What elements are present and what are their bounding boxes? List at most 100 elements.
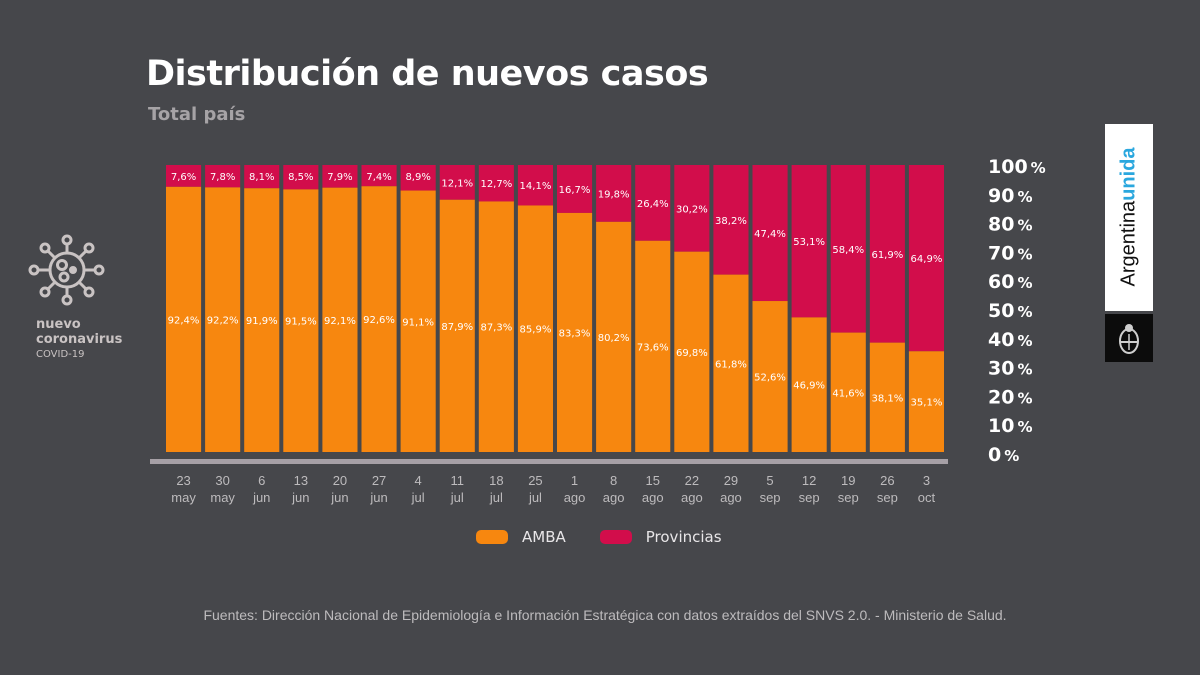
data-label-amba: 61,8% bbox=[715, 359, 747, 370]
data-label-amba: 38,1% bbox=[871, 393, 903, 404]
bar-amba bbox=[166, 186, 202, 452]
x-tick-month: jun bbox=[252, 490, 270, 505]
y-tick-label: 20% bbox=[988, 386, 1032, 408]
x-tick-day: 3 bbox=[923, 473, 930, 488]
bar-provincias bbox=[478, 165, 514, 202]
x-tick-month: jul bbox=[411, 490, 425, 505]
y-tick-label: 60% bbox=[988, 271, 1032, 293]
data-label-amba: 41,6% bbox=[832, 388, 864, 399]
bar-provincias bbox=[517, 165, 553, 206]
bar-provincias bbox=[557, 165, 593, 213]
legend-label-provincias: Provincias bbox=[645, 528, 722, 546]
data-label-provincias: 7,8% bbox=[210, 172, 235, 183]
data-label-amba: 92,2% bbox=[207, 316, 239, 327]
data-label-provincias: 14,1% bbox=[520, 181, 552, 192]
data-label-provincias: 38,2% bbox=[715, 216, 747, 227]
x-tick-day: 19 bbox=[841, 473, 855, 488]
stacked-bar-chart: 7,6% 92,4% 7,8% 92,2% 8,1% 91,9% 8,5% 91,5% 7,9%… bbox=[150, 156, 1046, 505]
data-label-amba: 80,2% bbox=[598, 333, 630, 344]
x-tick-day: 11 bbox=[451, 473, 465, 488]
x-tick-month: ago bbox=[564, 490, 586, 505]
bar-amba bbox=[713, 274, 749, 452]
data-label-provincias: 12,7% bbox=[480, 179, 512, 190]
bar-amba bbox=[830, 332, 866, 452]
data-label-provincias: 8,9% bbox=[405, 172, 430, 183]
x-tick-month: sep bbox=[799, 490, 820, 505]
logo-text: nuevo coronavirus bbox=[36, 317, 122, 347]
chart-subtitle: Total país bbox=[148, 104, 246, 125]
data-label-provincias: 30,2% bbox=[676, 204, 708, 215]
bar-provincias bbox=[908, 165, 944, 352]
x-tick-day: 12 bbox=[802, 473, 816, 488]
x-tick-day: 5 bbox=[766, 473, 773, 488]
data-label-provincias: 26,4% bbox=[637, 199, 669, 210]
x-tick-month: sep bbox=[760, 490, 781, 505]
x-tick-month: jun bbox=[369, 490, 387, 505]
legend-item-amba[interactable]: AMBA bbox=[476, 528, 566, 546]
argentina-unida-brand: Argentinaunida bbox=[1105, 124, 1153, 362]
y-tick-label: 40% bbox=[988, 329, 1032, 351]
x-tick-month: jul bbox=[450, 490, 464, 505]
x-tick-day: 25 bbox=[528, 473, 542, 488]
bar-provincias bbox=[205, 165, 241, 188]
bar-amba bbox=[400, 190, 436, 452]
y-tick-label: 50% bbox=[988, 300, 1032, 322]
legend-swatch-provincias bbox=[599, 530, 632, 544]
x-tick-month: ago bbox=[603, 490, 625, 505]
x-tick-month: may bbox=[210, 490, 235, 505]
bar-provincias bbox=[283, 165, 319, 190]
x-tick-day: 27 bbox=[372, 473, 386, 488]
data-label-provincias: 8,1% bbox=[249, 172, 274, 183]
y-tick-label: 70% bbox=[988, 242, 1032, 264]
bar-provincias bbox=[635, 165, 671, 241]
x-axis: 23may30may6jun13jun20jun27jun4jul11jul18… bbox=[171, 473, 935, 505]
chart-title: Distribución de nuevos casos bbox=[146, 54, 709, 94]
data-label-amba: 73,6% bbox=[637, 342, 669, 353]
x-tick-month: may bbox=[171, 490, 196, 505]
bar-provincias bbox=[674, 165, 710, 252]
bar-amba bbox=[361, 186, 397, 452]
data-label-provincias: 58,4% bbox=[832, 245, 864, 256]
bar-amba bbox=[791, 317, 827, 452]
bar-amba bbox=[752, 301, 788, 452]
legend-swatch-amba bbox=[476, 530, 508, 544]
x-tick-month: sep bbox=[838, 490, 859, 505]
data-label-amba: 91,5% bbox=[285, 317, 317, 328]
x-tick-month: sep bbox=[877, 490, 898, 505]
data-label-amba: 83,3% bbox=[559, 328, 591, 339]
data-label-provincias: 64,9% bbox=[911, 254, 943, 265]
x-tick-day: 6 bbox=[258, 473, 265, 488]
bar-amba bbox=[478, 201, 514, 452]
x-tick-month: ago bbox=[681, 490, 703, 505]
data-label-amba: 46,9% bbox=[793, 381, 825, 392]
bar-amba bbox=[517, 205, 553, 452]
data-label-amba: 35,1% bbox=[911, 398, 943, 409]
data-label-provincias: 12,1% bbox=[441, 178, 473, 189]
legend: AMBA Provincias bbox=[476, 528, 756, 546]
bar-provincias bbox=[830, 165, 866, 333]
y-tick-label: 90% bbox=[988, 185, 1032, 207]
x-tick-day: 1 bbox=[571, 473, 578, 488]
bar-provincias bbox=[400, 165, 436, 191]
data-label-provincias: 19,8% bbox=[598, 189, 630, 200]
x-tick-month: jun bbox=[330, 490, 348, 505]
data-label-provincias: 8,5% bbox=[288, 172, 313, 183]
data-label-provincias: 61,9% bbox=[871, 250, 903, 261]
y-tick-label: 0% bbox=[988, 444, 1019, 466]
x-tick-month: jul bbox=[528, 490, 542, 505]
bar-provincias bbox=[322, 165, 358, 188]
x-tick-month: jun bbox=[291, 490, 309, 505]
x-axis-line bbox=[150, 459, 948, 464]
brand-banner: Argentinaunida bbox=[1105, 124, 1153, 311]
legend-item-provincias[interactable]: Provincias bbox=[599, 528, 722, 546]
data-label-amba: 87,3% bbox=[480, 323, 512, 334]
bar-provincias bbox=[752, 165, 788, 302]
x-tick-day: 29 bbox=[724, 473, 738, 488]
x-tick-day: 30 bbox=[215, 473, 229, 488]
national-coat-of-arms-icon bbox=[1119, 324, 1139, 354]
bar-amba bbox=[283, 189, 319, 452]
y-axis: 0 % 10 % 20 % 30 % 40 % 50 % 60 % 70 % 80 % 90 % 100% bbox=[988, 156, 1046, 466]
data-label-provincias: 7,9% bbox=[327, 172, 352, 183]
logo-line-coronavirus: coronavirus bbox=[36, 332, 123, 347]
bar-amba bbox=[596, 221, 632, 452]
